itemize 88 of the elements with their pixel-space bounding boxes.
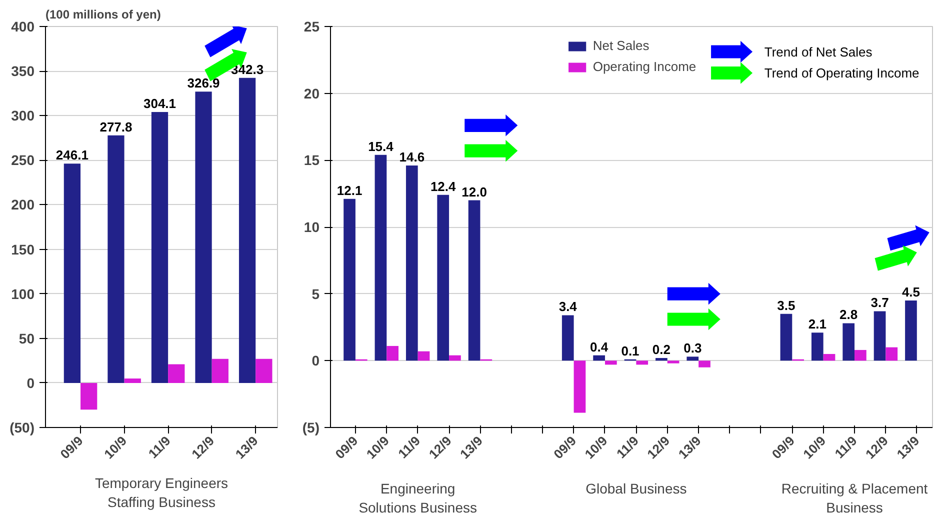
bar xyxy=(667,360,680,364)
x-tick-label: 09/9 xyxy=(768,433,798,462)
bar xyxy=(212,358,228,383)
data-label: 2.1 xyxy=(808,316,826,332)
data-label: 0.1 xyxy=(621,343,640,358)
y-tick-label: 0 xyxy=(26,374,35,391)
bar xyxy=(437,194,450,361)
bar xyxy=(905,300,917,361)
data-label: 246.1 xyxy=(56,148,88,163)
legend-label: Operating Income xyxy=(592,59,696,74)
data-label: 12.0 xyxy=(462,184,487,200)
x-tick-label: 09/9 xyxy=(57,433,86,462)
bar xyxy=(823,354,836,361)
bar xyxy=(374,154,387,361)
text: Recruiting & Placement Business xyxy=(781,480,928,516)
y-tick-label: 0 xyxy=(312,352,320,369)
bar xyxy=(168,364,185,383)
y-tick-label: 50 xyxy=(18,330,35,346)
bar xyxy=(418,351,430,361)
data-label: 4.5 xyxy=(902,284,920,300)
data-label: 0.4 xyxy=(590,339,609,354)
bar xyxy=(854,350,866,361)
bar xyxy=(874,311,886,361)
bar xyxy=(656,358,668,361)
data-label: 326.9 xyxy=(187,76,220,91)
bar xyxy=(842,323,855,361)
y-tick-label: 100 xyxy=(11,286,35,302)
y-tick-label: 5 xyxy=(312,286,320,302)
data-label: 3.4 xyxy=(558,299,578,314)
data-label: 2.8 xyxy=(840,307,858,322)
data-label: 12.1 xyxy=(336,182,362,198)
x-tick-label: 11/9 xyxy=(832,433,860,462)
annotation: Trend of Net Sales xyxy=(764,44,873,60)
y-tick-label: 20 xyxy=(304,85,320,102)
y-tick-label: 150 xyxy=(11,241,35,258)
x-tick-label: 09/9 xyxy=(550,433,580,462)
data-label: 277.8 xyxy=(100,119,132,134)
y-tick-label: 300 xyxy=(11,108,35,124)
data-label: 0.3 xyxy=(684,340,702,356)
bar xyxy=(468,200,480,361)
y-tick-label: 250 xyxy=(11,152,35,168)
bar xyxy=(811,332,824,361)
bar xyxy=(604,360,617,365)
y-tick-label: (5) xyxy=(302,420,320,436)
legend-label: Net Sales xyxy=(592,38,650,53)
y-tick-label: (50) xyxy=(10,420,35,436)
bar xyxy=(780,314,792,361)
data-label: 12.4 xyxy=(430,178,457,194)
bar xyxy=(238,78,256,383)
bar xyxy=(80,382,98,410)
text: Engineering Solutions Business xyxy=(358,480,477,516)
bar xyxy=(698,360,710,368)
text: Global Business xyxy=(586,480,687,496)
y-tick-label: 350 xyxy=(11,63,35,80)
bar xyxy=(449,355,461,361)
x-tick-label: 09/9 xyxy=(332,433,361,462)
bar xyxy=(124,378,141,383)
bar xyxy=(386,346,398,361)
x-tick-label: 11/9 xyxy=(145,433,174,462)
y-tick-label: 400 xyxy=(11,18,35,34)
x-axis-title: Temporary Engineers Staffing Business xyxy=(94,475,228,510)
data-label: 3.7 xyxy=(870,295,889,310)
data-label: 15.4 xyxy=(368,138,394,154)
y-tick-label: 200 xyxy=(11,196,35,213)
bar xyxy=(686,356,699,361)
bar xyxy=(195,92,212,383)
y-tick-label: 25 xyxy=(304,18,320,34)
bar xyxy=(593,355,605,361)
bar xyxy=(151,112,168,383)
data-label: 3.5 xyxy=(777,298,796,313)
bar xyxy=(636,360,648,365)
bar xyxy=(256,358,272,383)
annotation: Trend of Operating Income xyxy=(764,66,920,81)
data-label: 14.6 xyxy=(399,150,425,165)
bar xyxy=(574,360,586,413)
x-tick-label: 11/9 xyxy=(395,433,424,462)
bar xyxy=(64,164,81,383)
data-label: 0.2 xyxy=(652,342,670,357)
y-tick-label: 10 xyxy=(304,219,320,235)
bar xyxy=(406,166,418,361)
data-label: 304.1 xyxy=(143,96,176,111)
bar xyxy=(886,347,898,361)
bar xyxy=(108,135,124,383)
y-tick-label: 15 xyxy=(304,152,320,168)
bar xyxy=(562,315,574,361)
y-axis-title: (100 millions of yen) xyxy=(46,8,161,22)
x-tick-label: 11/9 xyxy=(613,433,642,462)
bar xyxy=(344,198,356,361)
